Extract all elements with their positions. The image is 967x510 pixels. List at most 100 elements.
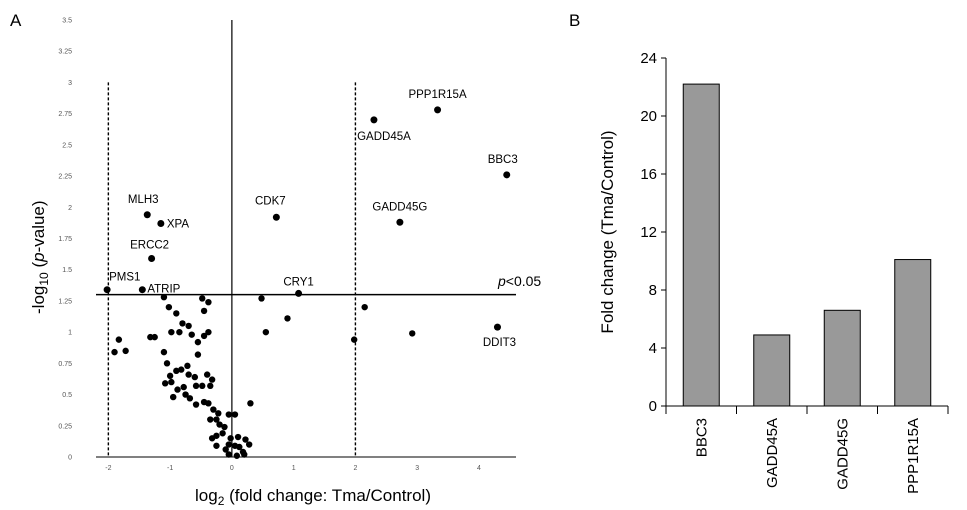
volcano-y-title-p: p — [29, 252, 48, 262]
volcano-point — [161, 380, 169, 387]
volcano-plot: 0 0.25 0.5 0.75 1 1.25 1.5 1.75 2 2.25 2.5 2.75 3 3.2… — [29, 18, 541, 509]
volcano-point — [213, 416, 220, 423]
volcano-y-axis-title: -log10 (p-value) — [29, 200, 51, 314]
volcano-x-title-subscript: 2 — [218, 494, 225, 508]
fold-change-category-label-ppp1r15a: PPP1R15A — [905, 418, 922, 494]
volcano-point — [194, 338, 202, 346]
fold-change-y-tick-label: 20 — [640, 108, 657, 125]
volcano-point — [221, 423, 228, 431]
volcano-point — [215, 410, 222, 417]
volcano-y-ticks: 0 0.25 0.5 0.75 1 1.25 1.5 1.75 2 2.25 2.5 2.75 3 3.2… — [58, 18, 72, 462]
volcano-points — [103, 106, 511, 459]
volcano-point — [203, 371, 211, 378]
gene-label-pms1: PMS1 — [109, 272, 140, 284]
volcano-point — [173, 367, 180, 375]
volcano-point — [191, 373, 199, 381]
volcano-x-tick-label: 2 — [353, 465, 357, 472]
volcano-y-tick-label: 2.5 — [62, 142, 72, 149]
volcano-point — [178, 366, 185, 373]
volcano-point — [236, 443, 243, 451]
volcano-point-gadd45g — [396, 218, 404, 226]
volcano-point — [185, 371, 192, 378]
gene-label-mlh3: MLH3 — [128, 194, 159, 206]
volcano-y-tick-label: 0 — [68, 455, 72, 462]
volcano-point — [173, 310, 180, 317]
fold-change-y-tick-label: 4 — [649, 340, 657, 357]
volcano-y-tick-label: 2.75 — [58, 111, 72, 118]
bar-gadd45a — [753, 334, 791, 407]
volcano-x-axis-title: log2 (fold change: Tma/Control) — [195, 486, 431, 508]
volcano-point — [207, 382, 214, 390]
volcano-point — [165, 303, 173, 311]
volcano-point — [194, 351, 202, 358]
volcano-point — [160, 348, 168, 356]
panel-b-label: B — [569, 11, 580, 30]
volcano-y-tick-label: 0.25 — [58, 423, 72, 430]
volcano-point-ppp1r15a — [434, 106, 442, 114]
volcano-y-tick-label: 2 — [68, 205, 72, 212]
bar-gadd45g — [823, 309, 861, 407]
volcano-point — [168, 328, 175, 336]
fold-change-bar-chart: 0 4 8 12 16 20 24 BBC3 GADD45A GADD45G PPP1R15A F… — [598, 50, 949, 494]
volcano-point — [200, 332, 208, 340]
volcano-point — [205, 400, 212, 407]
gene-label-cry1: CRY1 — [283, 276, 313, 288]
volcano-point — [284, 315, 291, 322]
volcano-point — [185, 322, 192, 330]
fold-change-y-tick-label: 0 — [649, 398, 657, 415]
volcano-point — [188, 331, 195, 338]
volcano-point — [205, 298, 212, 306]
volcano-point — [231, 411, 239, 418]
panel-a-label: A — [10, 11, 22, 30]
volcano-point-pms1 — [103, 286, 111, 294]
volcano-point — [192, 401, 200, 408]
volcano-y-tick-label: 1.75 — [58, 236, 72, 243]
volcano-point — [216, 421, 223, 428]
gene-label-cdk7: CDK7 — [255, 195, 286, 207]
volcano-point-mlh3 — [143, 211, 151, 219]
fold-change-category-label-gadd45a: GADD45A — [764, 418, 781, 488]
volcano-y-tick-label: 1.5 — [62, 267, 72, 274]
volcano-point — [247, 400, 254, 407]
gene-label-xpa: XPA — [167, 219, 189, 231]
volcano-y-title-rest: -value) — [29, 200, 48, 252]
volcano-point — [262, 328, 270, 336]
volcano-point-cry1 — [295, 289, 303, 297]
significance-label-threshold: <0.05 — [506, 273, 542, 289]
fold-change-y-tick-label: 16 — [640, 166, 657, 183]
volcano-point — [233, 452, 241, 459]
volcano-point — [184, 362, 191, 370]
volcano-point — [166, 372, 174, 380]
fold-change-y-tick-label: 24 — [640, 50, 657, 67]
gene-label-ppp1r15a: PPP1R15A — [408, 89, 467, 101]
volcano-x-title-prefix: log — [195, 486, 218, 505]
volcano-x-tick-label: 3 — [415, 465, 419, 472]
volcano-point — [219, 430, 226, 437]
volcano-y-tick-label: 2.25 — [58, 174, 72, 181]
volcano-point — [241, 451, 248, 458]
fold-change-y-axis-title: Fold change (Tma/Control) — [598, 130, 617, 333]
volcano-point — [225, 451, 232, 458]
volcano-point — [200, 307, 208, 315]
fold-change-x-ticks: BBC3 GADD45A GADD45G PPP1R15A — [693, 418, 922, 494]
volcano-y-tick-label: 3 — [68, 80, 72, 87]
volcano-point — [208, 376, 216, 383]
gene-label-ercc2: ERCC2 — [130, 239, 169, 251]
volcano-x-tick-label: -2 — [105, 465, 111, 472]
volcano-point — [163, 360, 171, 367]
gene-label-bbc3: BBC3 — [488, 154, 518, 166]
fold-change-y-tick-label: 8 — [649, 282, 657, 299]
volcano-point — [122, 347, 129, 355]
volcano-point-ercc2 — [148, 254, 156, 262]
volcano-point — [111, 348, 118, 356]
bar-ppp1r15a — [894, 259, 932, 407]
fold-change-y-tick-label: 12 — [640, 224, 657, 241]
volcano-x-ticks: -2 -1 0 1 2 3 4 — [105, 465, 481, 472]
volcano-point — [361, 303, 368, 311]
volcano-point — [160, 293, 168, 301]
volcano-point — [208, 435, 216, 442]
volcano-x-tick-label: 0 — [230, 465, 234, 472]
volcano-point — [225, 411, 232, 418]
volcano-y-tick-label: 0.5 — [62, 392, 72, 399]
